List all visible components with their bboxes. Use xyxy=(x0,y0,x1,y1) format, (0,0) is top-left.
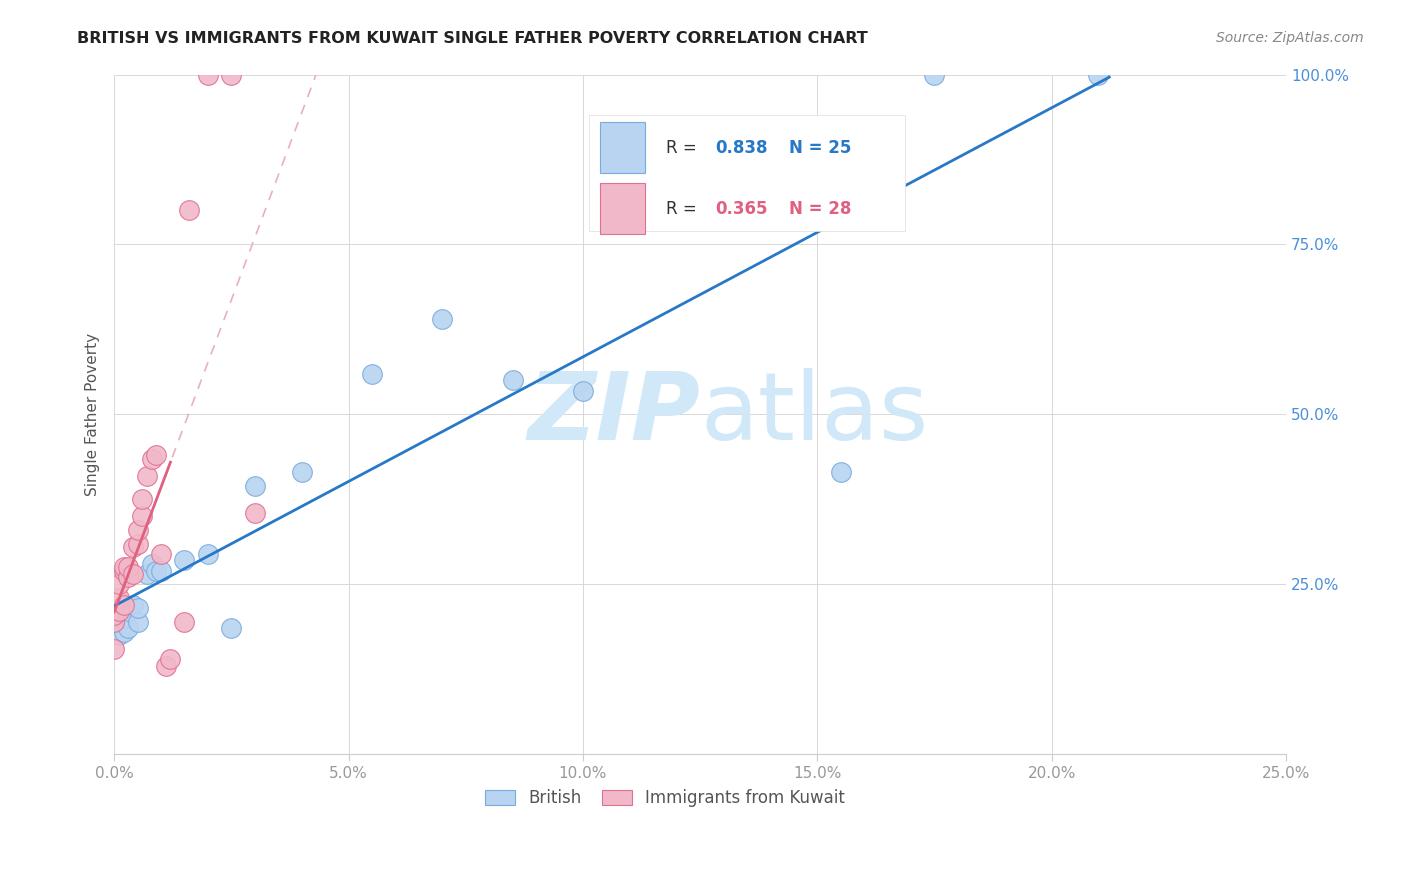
Point xyxy=(112,598,135,612)
Point xyxy=(502,373,524,387)
Point xyxy=(103,615,125,629)
Point xyxy=(117,570,139,584)
Point xyxy=(361,367,384,381)
Point xyxy=(432,312,454,326)
Point xyxy=(122,567,145,582)
Point xyxy=(108,577,131,591)
Point xyxy=(291,465,314,479)
Point xyxy=(117,622,139,636)
Point xyxy=(155,658,177,673)
Point xyxy=(145,448,167,462)
Point xyxy=(141,451,163,466)
Point xyxy=(131,509,153,524)
Text: Source: ZipAtlas.com: Source: ZipAtlas.com xyxy=(1216,31,1364,45)
Point xyxy=(127,601,149,615)
Point xyxy=(145,564,167,578)
Text: BRITISH VS IMMIGRANTS FROM KUWAIT SINGLE FATHER POVERTY CORRELATION CHART: BRITISH VS IMMIGRANTS FROM KUWAIT SINGLE… xyxy=(77,31,868,46)
Point xyxy=(713,207,735,221)
Text: 0.365: 0.365 xyxy=(716,200,768,218)
Point xyxy=(173,615,195,629)
Point xyxy=(122,598,145,612)
Point xyxy=(830,465,852,479)
Point xyxy=(572,384,595,398)
Point xyxy=(103,641,125,656)
Point xyxy=(150,547,173,561)
Point xyxy=(112,611,135,625)
Y-axis label: Single Father Poverty: Single Father Poverty xyxy=(86,333,100,496)
Text: atlas: atlas xyxy=(700,368,928,460)
Point xyxy=(136,567,159,582)
Bar xyxy=(600,122,645,173)
Point xyxy=(197,547,219,561)
Point xyxy=(117,560,139,574)
FancyBboxPatch shape xyxy=(589,115,905,231)
Point xyxy=(122,540,145,554)
Point xyxy=(108,591,131,605)
Point xyxy=(112,564,135,578)
Text: N = 28: N = 28 xyxy=(789,200,852,218)
Point xyxy=(131,492,153,507)
Point xyxy=(243,479,266,493)
Text: ZIP: ZIP xyxy=(527,368,700,460)
Text: N = 25: N = 25 xyxy=(789,138,852,157)
Point xyxy=(924,68,946,82)
Point xyxy=(108,605,131,619)
Point xyxy=(117,605,139,619)
Text: R =: R = xyxy=(666,138,702,157)
Point xyxy=(112,624,135,639)
Text: 0.838: 0.838 xyxy=(716,138,768,157)
Point xyxy=(173,553,195,567)
Point xyxy=(127,615,149,629)
Point xyxy=(136,468,159,483)
Point xyxy=(221,622,243,636)
Point xyxy=(127,536,149,550)
Bar xyxy=(600,183,645,235)
Point xyxy=(159,652,181,666)
Point xyxy=(179,203,201,218)
Point xyxy=(127,523,149,537)
Point xyxy=(243,506,266,520)
Point xyxy=(197,68,219,82)
Point xyxy=(1087,68,1109,82)
Point xyxy=(221,68,243,82)
Point xyxy=(112,560,135,574)
Point xyxy=(108,628,131,642)
Point xyxy=(141,557,163,571)
Point xyxy=(150,564,173,578)
Point xyxy=(103,607,125,622)
Legend: British, Immigrants from Kuwait: British, Immigrants from Kuwait xyxy=(478,782,852,814)
Text: R =: R = xyxy=(666,200,702,218)
